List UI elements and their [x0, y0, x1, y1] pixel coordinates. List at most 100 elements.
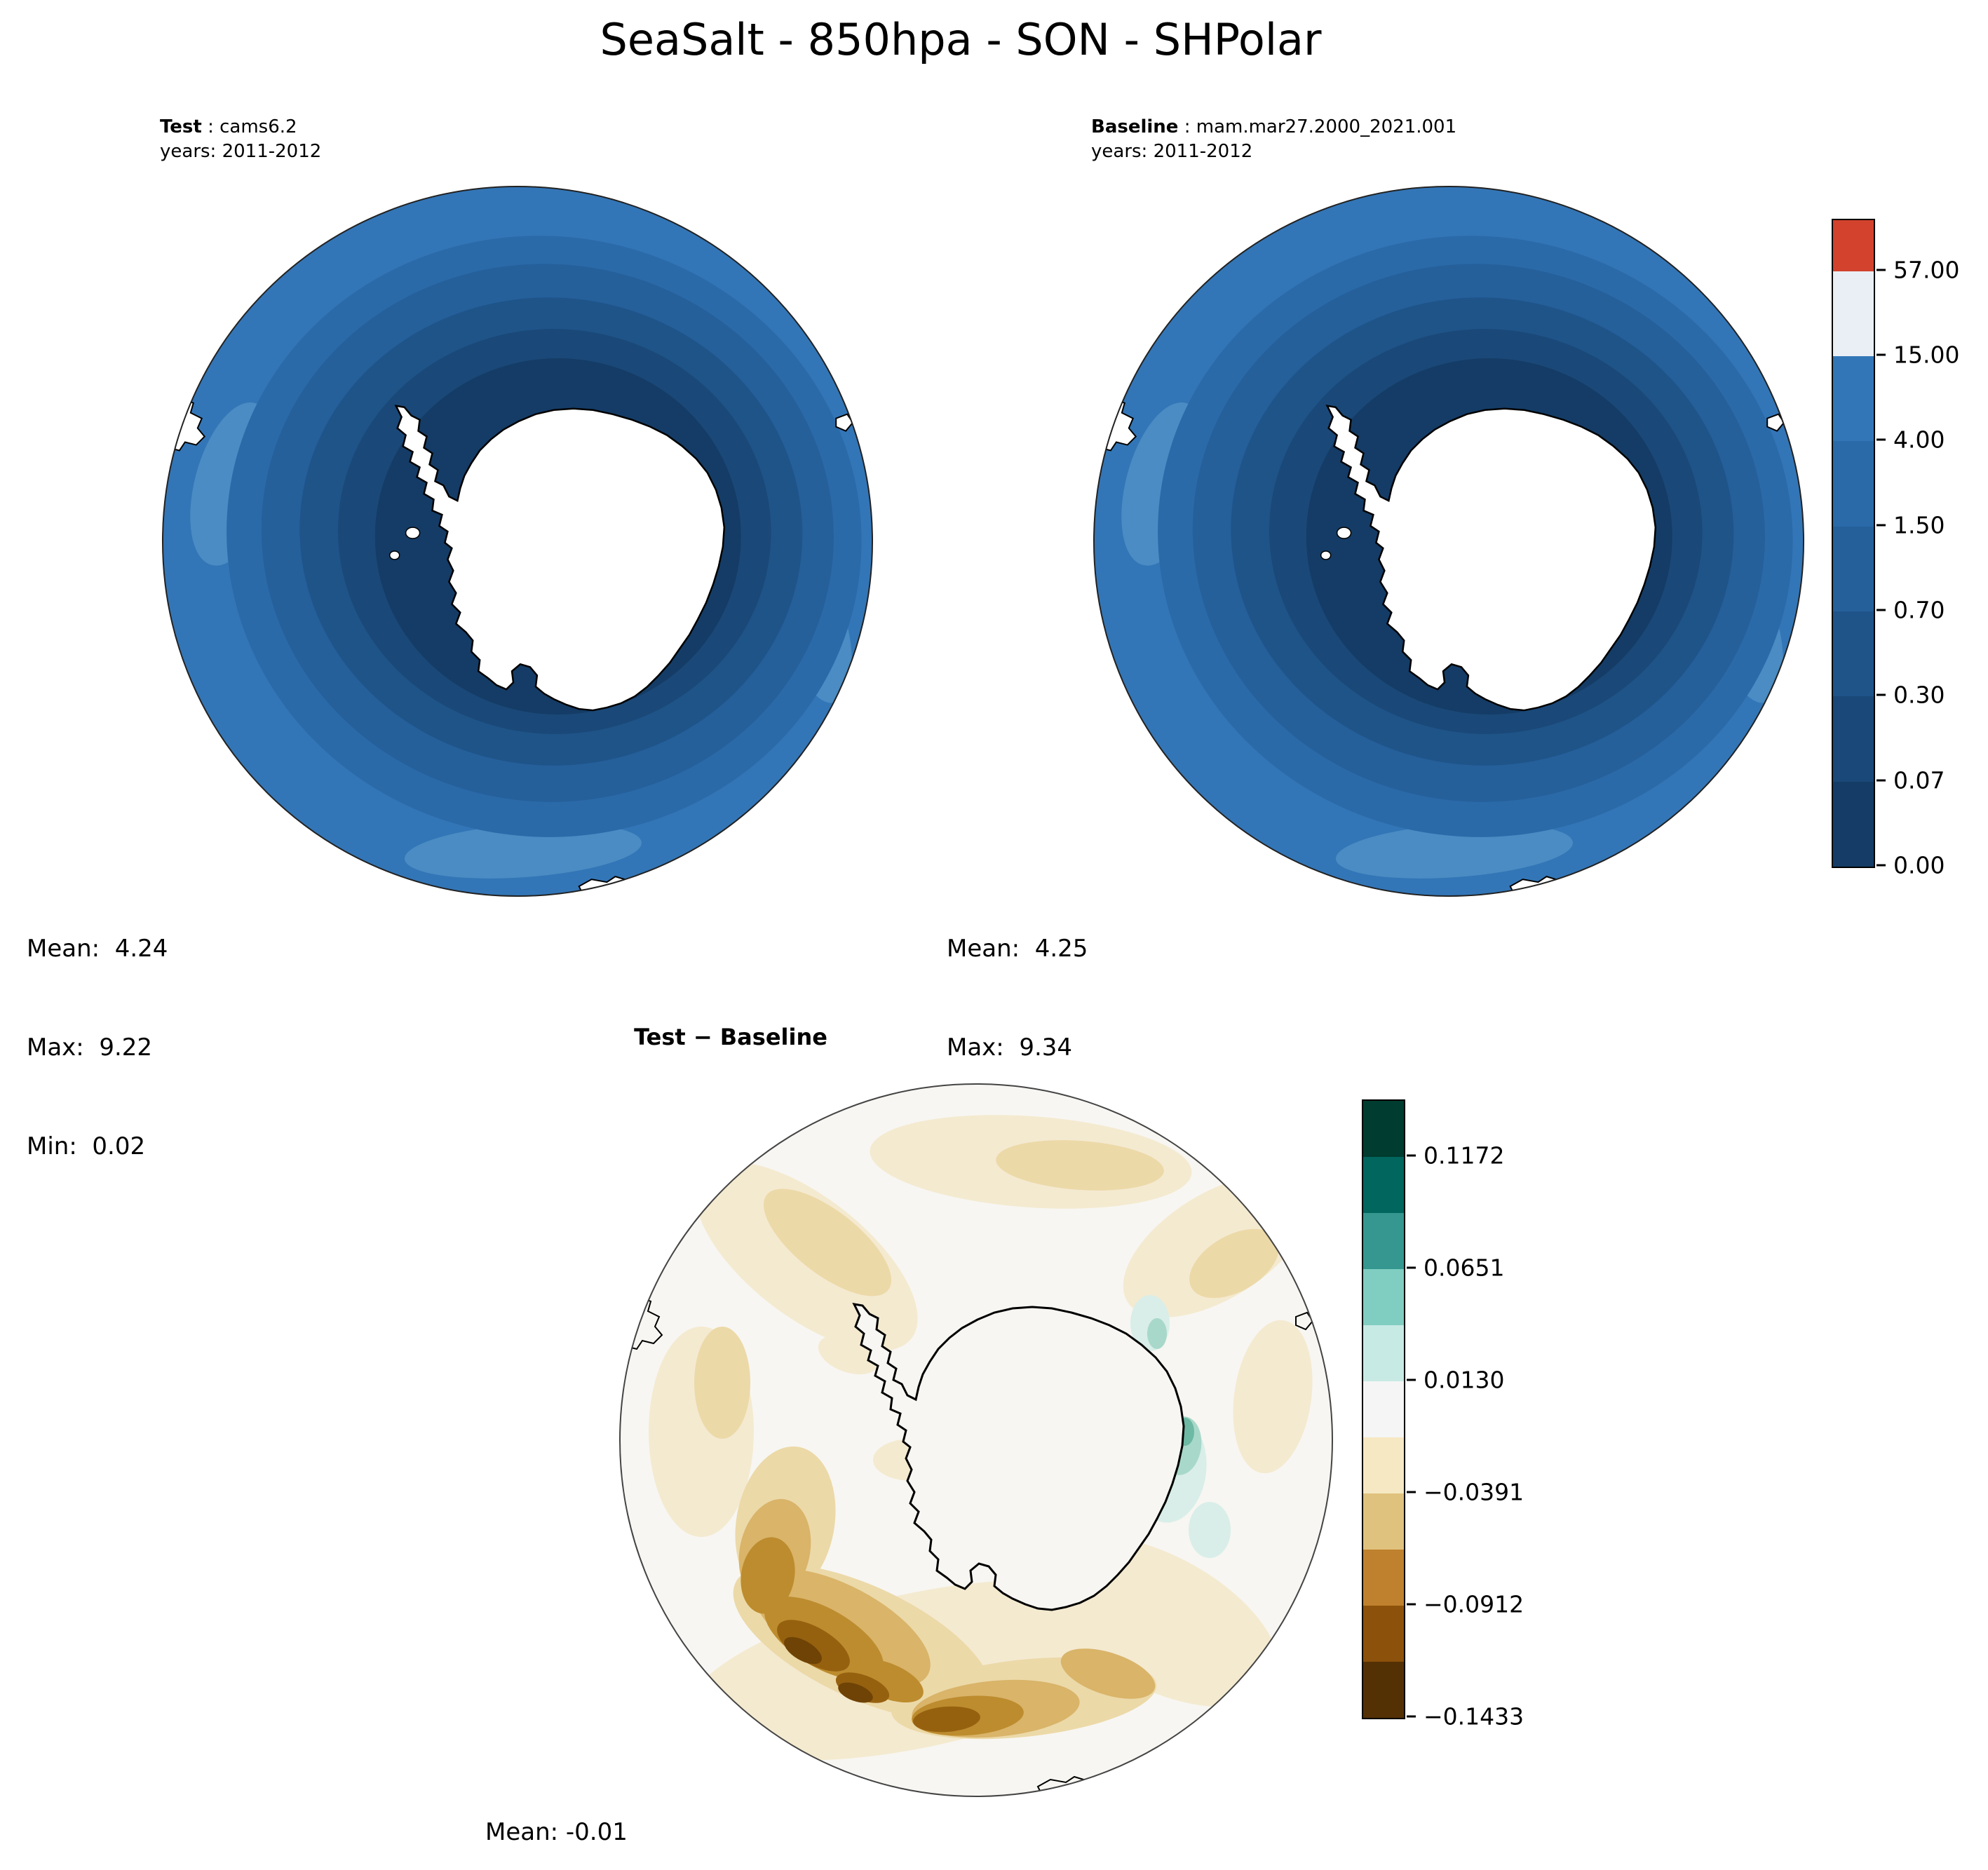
tick-label: 1.50 — [1893, 511, 1945, 539]
tick-mark — [1877, 693, 1886, 696]
test-mean: Mean: 4.24 — [27, 935, 168, 963]
baseline-map — [1091, 184, 1806, 899]
diff-map — [619, 1083, 1333, 1797]
tick-label: 0.00 — [1893, 851, 1945, 879]
test-min: Min: 0.02 — [27, 1132, 146, 1160]
colorbar-segment — [1833, 611, 1874, 696]
colorbar-tick: 0.30 — [1877, 682, 1945, 709]
baseline-label: Baseline — [1091, 116, 1179, 137]
tick-mark — [1877, 864, 1886, 867]
tick-label: −0.0912 — [1424, 1590, 1524, 1618]
tick-label: 0.07 — [1893, 766, 1945, 794]
colorbar-tick: 15.00 — [1877, 341, 1959, 369]
diff-stats: Mean: -0.01 Max: 0.06 Min: -0.12 — [485, 1750, 628, 1870]
diff-map-content — [620, 1115, 1313, 1793]
diff-tan-patch — [996, 1140, 1164, 1191]
tick-mark — [1407, 1715, 1416, 1718]
tick-mark — [1407, 1491, 1416, 1493]
diff-tan-patch — [1233, 1320, 1313, 1474]
colorbar-tick: −0.0391 — [1407, 1479, 1524, 1506]
test-label: Test — [160, 116, 202, 137]
colorbar-segment — [1833, 271, 1874, 356]
diff-teal-patch — [1147, 1318, 1167, 1349]
tick-label: 4.00 — [1893, 426, 1945, 454]
diff-panel-title: Test − Baseline — [634, 1024, 827, 1050]
colorbar-segment — [1363, 1493, 1404, 1550]
diff-tan-patch — [1060, 1648, 1156, 1699]
diff-tan-patch — [763, 1188, 892, 1296]
diff-brown-patch — [851, 1658, 924, 1703]
diff-darkest-brown-patch — [784, 1637, 822, 1665]
tick-label: 0.0651 — [1424, 1254, 1505, 1282]
colorbar-segment — [1833, 782, 1874, 867]
test-years: years: 2011-2012 — [160, 141, 322, 162]
tick-label: 15.00 — [1893, 341, 1960, 369]
baseline-years: years: 2011-2012 — [1091, 141, 1253, 162]
baseline-panel-header: Baseline : mam.mar27.2000_2021.001 years… — [1091, 115, 1456, 164]
colorbar-segment — [1363, 1269, 1404, 1325]
colorbar-segment — [1363, 1606, 1404, 1662]
colorbar-tick: 0.0130 — [1407, 1367, 1504, 1394]
tick-label: 0.30 — [1893, 681, 1945, 709]
diff-colorbar-bar — [1362, 1099, 1405, 1719]
colorbar-segment — [1363, 1381, 1404, 1437]
colorbar-tick: 0.07 — [1877, 767, 1945, 794]
baseline-dataset-name: mam.mar27.2000_2021.001 — [1196, 116, 1457, 137]
baseline-map-content — [1093, 187, 1806, 896]
test-stats: Mean: 4.24 Max: 9.22 Min: 0.02 — [27, 867, 168, 1229]
colorbar-segment — [1363, 1437, 1404, 1493]
colorbar-tick: 0.1172 — [1407, 1142, 1504, 1170]
diff-dark-brown-patch — [913, 1706, 980, 1733]
tick-label: −0.0391 — [1424, 1478, 1524, 1506]
test-max: Max: 9.22 — [27, 1034, 153, 1062]
colorbar-tick: 0.70 — [1877, 597, 1945, 624]
diff-map-boundary — [619, 1083, 1333, 1797]
test-map — [160, 184, 875, 899]
tick-mark — [1877, 438, 1886, 441]
diff-darkest-brown-patch — [838, 1682, 873, 1703]
tick-mark — [1877, 779, 1886, 782]
colorbar-tick: 0.00 — [1877, 852, 1945, 879]
colorbar-segment — [1833, 441, 1874, 527]
baseline-label-separator: : — [1178, 116, 1196, 137]
diff-teal-patch — [1189, 1502, 1231, 1558]
colorbar-tick: 57.00 — [1877, 257, 1959, 284]
tick-mark — [1877, 609, 1886, 611]
tick-label: 0.0130 — [1424, 1366, 1505, 1394]
test-dataset-name: cams6.2 — [219, 116, 297, 137]
diff-mean: Mean: -0.01 — [485, 1818, 628, 1846]
diff-tan-patch — [1189, 1228, 1279, 1299]
diff-dark-brown-patch — [777, 1620, 850, 1672]
tick-label: −0.1433 — [1424, 1702, 1524, 1730]
colorbar-segment — [1363, 1157, 1404, 1213]
tick-mark — [1877, 269, 1886, 271]
colorbar-segment — [1363, 1101, 1404, 1157]
tick-label: 0.70 — [1893, 596, 1945, 624]
test-dataset-line: Test : cams6.2 — [160, 115, 321, 140]
baseline-dataset-line: Baseline : mam.mar27.2000_2021.001 — [1091, 115, 1456, 140]
tick-mark — [1407, 1378, 1416, 1381]
test-label-separator: : — [201, 116, 220, 137]
diff-brown-patch — [741, 1537, 795, 1614]
figure-title: SeaSalt - 850hpa - SON - SHPolar — [600, 14, 1322, 65]
diff-tan-patch — [694, 1327, 750, 1439]
colorbar-segment — [1363, 1325, 1404, 1381]
colorbar-tick: −0.0912 — [1407, 1591, 1524, 1618]
colorbar-segment — [1363, 1662, 1404, 1718]
colorbar-tick: −0.1433 — [1407, 1703, 1524, 1730]
colorbar-segment — [1833, 356, 1874, 441]
test-panel-header: Test : cams6.2 years: 2011-2012 — [160, 115, 321, 164]
tick-mark — [1407, 1603, 1416, 1606]
colorbar-tick: 1.50 — [1877, 512, 1945, 539]
colorbar-segment — [1833, 527, 1874, 611]
main-colorbar-bar — [1832, 219, 1875, 868]
colorbar-segment — [1833, 696, 1874, 782]
tick-mark — [1407, 1266, 1416, 1269]
tick-mark — [1407, 1154, 1416, 1157]
colorbar-segment — [1363, 1550, 1404, 1606]
tick-mark — [1877, 524, 1886, 527]
baseline-mean: Mean: 4.25 — [947, 935, 1088, 963]
tick-label: 57.00 — [1893, 256, 1960, 284]
colorbar-tick: 0.0651 — [1407, 1254, 1504, 1282]
test-map-content — [161, 187, 875, 896]
